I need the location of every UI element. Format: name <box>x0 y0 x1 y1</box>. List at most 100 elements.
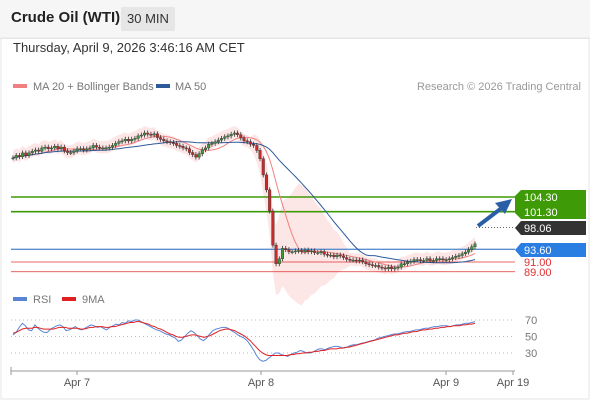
candle-body <box>229 134 233 137</box>
candle-body <box>85 148 89 151</box>
candle-body <box>50 147 54 150</box>
resistance-tag <box>515 190 586 219</box>
candle-body <box>325 254 329 256</box>
candle-body <box>162 139 166 142</box>
candle-body <box>130 139 134 142</box>
candle-body <box>351 259 355 262</box>
candle-body <box>383 267 387 270</box>
candle-body <box>463 251 467 255</box>
candle-body <box>473 243 477 247</box>
candle-body <box>361 259 365 262</box>
candle-body <box>75 148 79 152</box>
candle-body <box>370 264 374 266</box>
candle-body <box>457 255 461 257</box>
last-price-label: 98.06 <box>524 223 552 235</box>
candle-body <box>415 259 419 261</box>
candle-body <box>40 147 44 152</box>
candle-body <box>364 261 368 264</box>
candle-body <box>223 136 227 139</box>
ma20-line <box>12 135 476 268</box>
candle-body <box>274 244 278 264</box>
candle-body <box>168 141 172 143</box>
candle-body <box>444 259 448 261</box>
candle-body <box>374 265 378 267</box>
x-tick-label: Apr 9 <box>433 377 459 389</box>
candle-body <box>293 250 297 253</box>
candle-body <box>226 135 230 138</box>
candle-body <box>181 146 185 149</box>
support-label-2: 91.00 <box>524 257 552 269</box>
candle-body <box>390 266 394 269</box>
candle-body <box>194 154 198 158</box>
x-tick-label: Apr 8 <box>248 377 274 389</box>
candle-body <box>329 254 333 257</box>
arrow-shaft <box>476 205 505 228</box>
candle-body <box>306 249 310 252</box>
support-tag <box>515 243 586 257</box>
candle-body <box>338 254 342 257</box>
candle-body <box>396 266 400 269</box>
candle-body <box>258 150 262 159</box>
candle-body <box>69 152 73 154</box>
candle-body <box>406 261 410 264</box>
candle-body <box>91 145 95 149</box>
candle-body <box>191 152 195 155</box>
candle-body <box>242 137 246 142</box>
candle-body <box>300 250 304 252</box>
candle-body <box>425 258 429 261</box>
timeframe-button[interactable]: 30 MIN <box>121 7 175 31</box>
ma50-legend-swatch <box>156 84 170 88</box>
candle-body <box>149 134 153 136</box>
candle-body <box>354 259 358 262</box>
candle-body <box>264 174 268 191</box>
chart-title: Crude Oil (WTI) <box>11 9 121 26</box>
candle-body <box>200 149 204 154</box>
candle-body <box>66 150 70 153</box>
candle-body <box>438 258 442 260</box>
candle-body <box>268 189 272 212</box>
moving-averages <box>12 135 476 268</box>
candle-body <box>418 259 422 261</box>
candle-body <box>348 259 352 261</box>
candle-body <box>402 263 406 265</box>
candle-body <box>210 143 214 145</box>
rsi-ma-line <box>12 321 476 356</box>
price-levels <box>11 196 515 273</box>
candle-body <box>117 141 121 144</box>
candle-body <box>287 249 291 252</box>
candle-body <box>72 150 76 153</box>
candle-body <box>441 258 445 260</box>
candle-body <box>431 260 435 262</box>
timestamp: Thursday, April 9, 2026 3:46:16 AM CET <box>13 40 245 55</box>
rsi-tick-label: 50 <box>525 332 537 344</box>
candle-body <box>165 140 169 143</box>
candle-body <box>24 152 28 156</box>
candle-body <box>277 258 281 264</box>
candle-body <box>451 257 455 259</box>
candle-body <box>88 147 92 150</box>
x-tick-label: Apr 7 <box>64 377 90 389</box>
candle-body <box>175 143 179 146</box>
ma50-legend-label: MA 50 <box>175 81 206 93</box>
candle-body <box>17 155 21 157</box>
ma20-legend-swatch <box>13 84 27 88</box>
candle-body <box>62 146 66 152</box>
candle-body <box>428 258 432 261</box>
candle-body <box>447 258 451 260</box>
candle-body <box>152 133 156 136</box>
chart-frame <box>0 37 590 400</box>
x-tick-label: Apr 19 <box>497 377 529 389</box>
candle-body <box>136 135 140 139</box>
candle-body <box>255 145 259 151</box>
candle-body <box>322 251 326 255</box>
candle-body <box>252 144 256 146</box>
candle-body <box>14 155 18 159</box>
candle-body <box>319 251 323 253</box>
candle-body <box>171 142 175 144</box>
candle-body <box>107 146 111 149</box>
candle-body <box>335 254 339 257</box>
candle-body <box>470 246 474 250</box>
trend-arrow <box>476 199 512 228</box>
rsi-legend-swatch <box>13 297 27 301</box>
rsi-line <box>12 319 476 362</box>
